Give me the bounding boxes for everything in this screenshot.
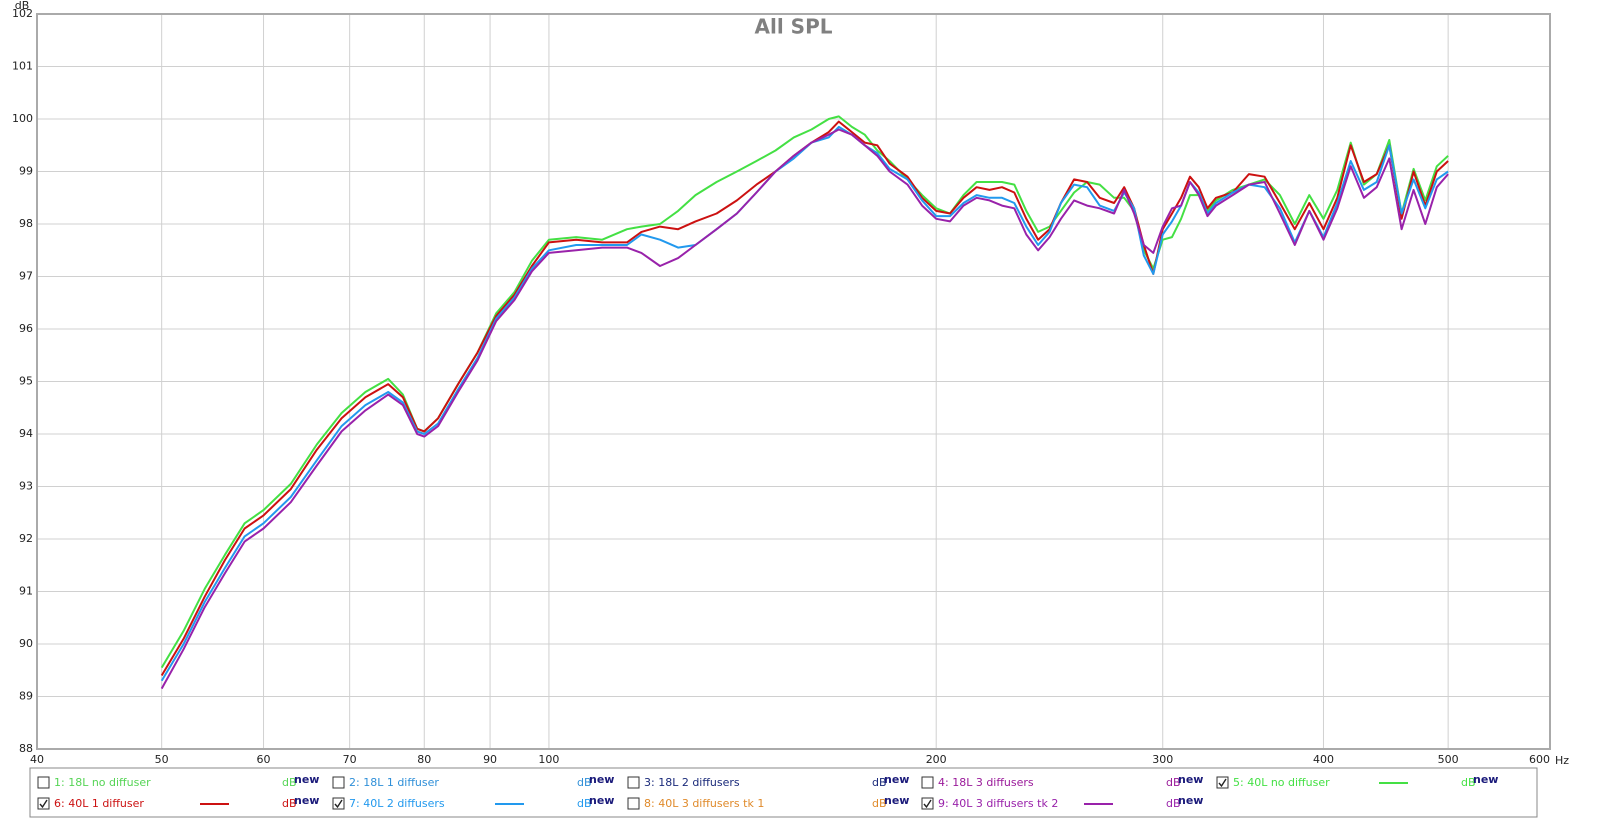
legend-check <box>39 799 48 809</box>
legend-checkbox <box>921 797 934 810</box>
legend-checkbox <box>37 776 50 789</box>
legend-checkbox <box>37 797 50 810</box>
y-tick-label: 100 <box>12 112 33 125</box>
legend-unit: dB <box>1461 776 1476 789</box>
x-tick-label: 90 <box>483 753 497 766</box>
legend-unit: dB <box>282 797 297 810</box>
legend-unit: dB <box>282 776 297 789</box>
x-tick-label: 200 <box>926 753 947 766</box>
legend-check <box>1218 778 1227 788</box>
legend-label: 8: 40L 3 diffusers tk 1 <box>644 797 764 810</box>
x-tick-label: 300 <box>1152 753 1173 766</box>
legend-check <box>923 799 932 809</box>
x-tick-label: 100 <box>538 753 559 766</box>
legend-label: 4: 18L 3 diffusers <box>938 776 1034 789</box>
x-tick-label: 600 <box>1529 753 1550 766</box>
x-unit: Hz <box>1555 754 1569 767</box>
legend-unit: dB <box>577 776 592 789</box>
legend-label: 1: 18L no diffuser <box>54 776 151 789</box>
legend-unit: dB <box>577 797 592 810</box>
x-tick-label: 500 <box>1438 753 1459 766</box>
x-tick-label: 80 <box>417 753 431 766</box>
legend-tag: new <box>1178 794 1203 807</box>
legend-label: 5: 40L no diffuser <box>1233 776 1330 789</box>
series-line <box>160 120 1449 677</box>
series-line <box>160 125 1449 682</box>
legend-tag: new <box>1178 773 1203 786</box>
legend-tag: new <box>589 773 614 786</box>
plot-frame <box>36 13 1551 750</box>
y-tick-label: 90 <box>19 637 33 650</box>
y-tick-label: 97 <box>19 270 33 283</box>
x-tick-label: 40 <box>30 753 44 766</box>
legend-check <box>334 799 343 809</box>
y-tick-label: 93 <box>19 480 33 493</box>
legend-label: 9: 40L 3 diffusers tk 2 <box>938 797 1058 810</box>
legend-tag: new <box>589 794 614 807</box>
chart-title: All SPL <box>755 15 833 39</box>
legend-unit: dB <box>1166 776 1181 789</box>
legend-checkbox <box>332 776 345 789</box>
y-tick-label: 99 <box>19 165 33 178</box>
legend-unit: dB <box>1166 797 1181 810</box>
legend-unit: dB <box>872 776 887 789</box>
legend-tag: new <box>294 794 319 807</box>
legend-label: 2: 18L 1 diffuser <box>349 776 439 789</box>
x-tick-label: 60 <box>257 753 271 766</box>
y-tick-label: 102 <box>12 7 33 20</box>
y-tick-label: 92 <box>19 532 33 545</box>
legend-checkbox <box>332 797 345 810</box>
y-tick-label: 94 <box>19 427 33 440</box>
y-tick-label: 95 <box>19 375 33 388</box>
y-unit: dB <box>15 0 30 12</box>
legend-box <box>29 767 1538 818</box>
legend-checkbox <box>921 776 934 789</box>
legend-checkbox <box>627 797 640 810</box>
legend-label: 3: 18L 2 diffusers <box>644 776 740 789</box>
y-tick-label: 91 <box>19 585 33 598</box>
legend-label: 6: 40L 1 diffuser <box>54 797 144 810</box>
y-tick-label: 98 <box>19 217 33 230</box>
x-tick-label: 50 <box>155 753 169 766</box>
legend-tag: new <box>884 794 909 807</box>
legend-tag: new <box>294 773 319 786</box>
legend-tag: new <box>884 773 909 786</box>
legend-checkbox <box>1216 776 1229 789</box>
y-tick-label: 89 <box>19 690 33 703</box>
legend-checkbox <box>627 776 640 789</box>
x-tick-label: 70 <box>343 753 357 766</box>
y-tick-label: 88 <box>19 742 33 755</box>
y-tick-label: 101 <box>12 60 33 73</box>
y-tick-label: 96 <box>19 322 33 335</box>
series-line <box>160 128 1449 690</box>
x-tick-label: 400 <box>1313 753 1334 766</box>
legend-label: 7: 40L 2 diffusers <box>349 797 445 810</box>
legend-tag: new <box>1473 773 1498 786</box>
legend-unit: dB <box>872 797 887 810</box>
